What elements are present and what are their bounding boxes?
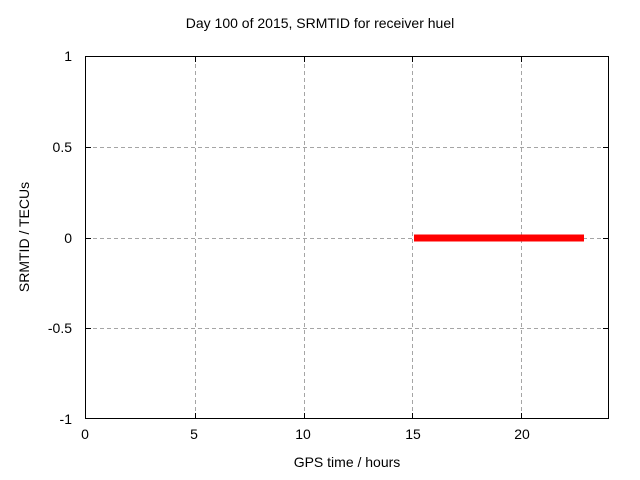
x-tick-label-5: 5 [190, 426, 198, 442]
gridline-v-15 [412, 57, 414, 418]
x-tick-bottom-10 [303, 413, 305, 418]
gridline-h-0p5 [86, 147, 608, 149]
x-axis-label: GPS time / hours [293, 454, 401, 470]
y-tick-label-m1: -1 [59, 411, 72, 427]
x-tick-label-15: 15 [405, 426, 421, 442]
x-tick-label-20: 20 [514, 426, 530, 442]
x-tick-top-5 [194, 57, 196, 62]
y-tick-left-0 [86, 237, 91, 239]
plot-area [85, 56, 609, 419]
series-line-srmtid [414, 234, 585, 241]
x-tick-bottom-20 [520, 413, 522, 418]
chart-title: Day 100 of 2015, SRMTID for receiver hue… [185, 15, 455, 31]
y-tick-left-m0p5 [86, 327, 91, 329]
x-tick-label-10: 10 [295, 426, 311, 442]
y-tick-label-1: 1 [64, 48, 72, 64]
gridline-h-0 [86, 237, 608, 239]
x-tick-top-20 [520, 57, 522, 62]
gridline-h-m0p5 [86, 327, 608, 329]
y-tick-right-m0p5 [603, 327, 608, 329]
x-tick-bottom-5 [194, 413, 196, 418]
x-tick-top-10 [303, 57, 305, 62]
x-tick-label-0: 0 [81, 426, 89, 442]
x-tick-bottom-15 [412, 413, 414, 418]
y-tick-right-0p5 [603, 147, 608, 149]
y-tick-left-0p5 [86, 147, 91, 149]
x-tick-top-15 [412, 57, 414, 62]
gridline-v-10 [303, 57, 305, 418]
y-tick-label-0: 0 [64, 230, 72, 246]
y-tick-label-m0p5: -0.5 [47, 320, 72, 336]
y-tick-right-0 [603, 237, 608, 239]
gridline-v-5 [194, 57, 196, 418]
y-tick-label-0p5: 0.5 [52, 139, 72, 155]
